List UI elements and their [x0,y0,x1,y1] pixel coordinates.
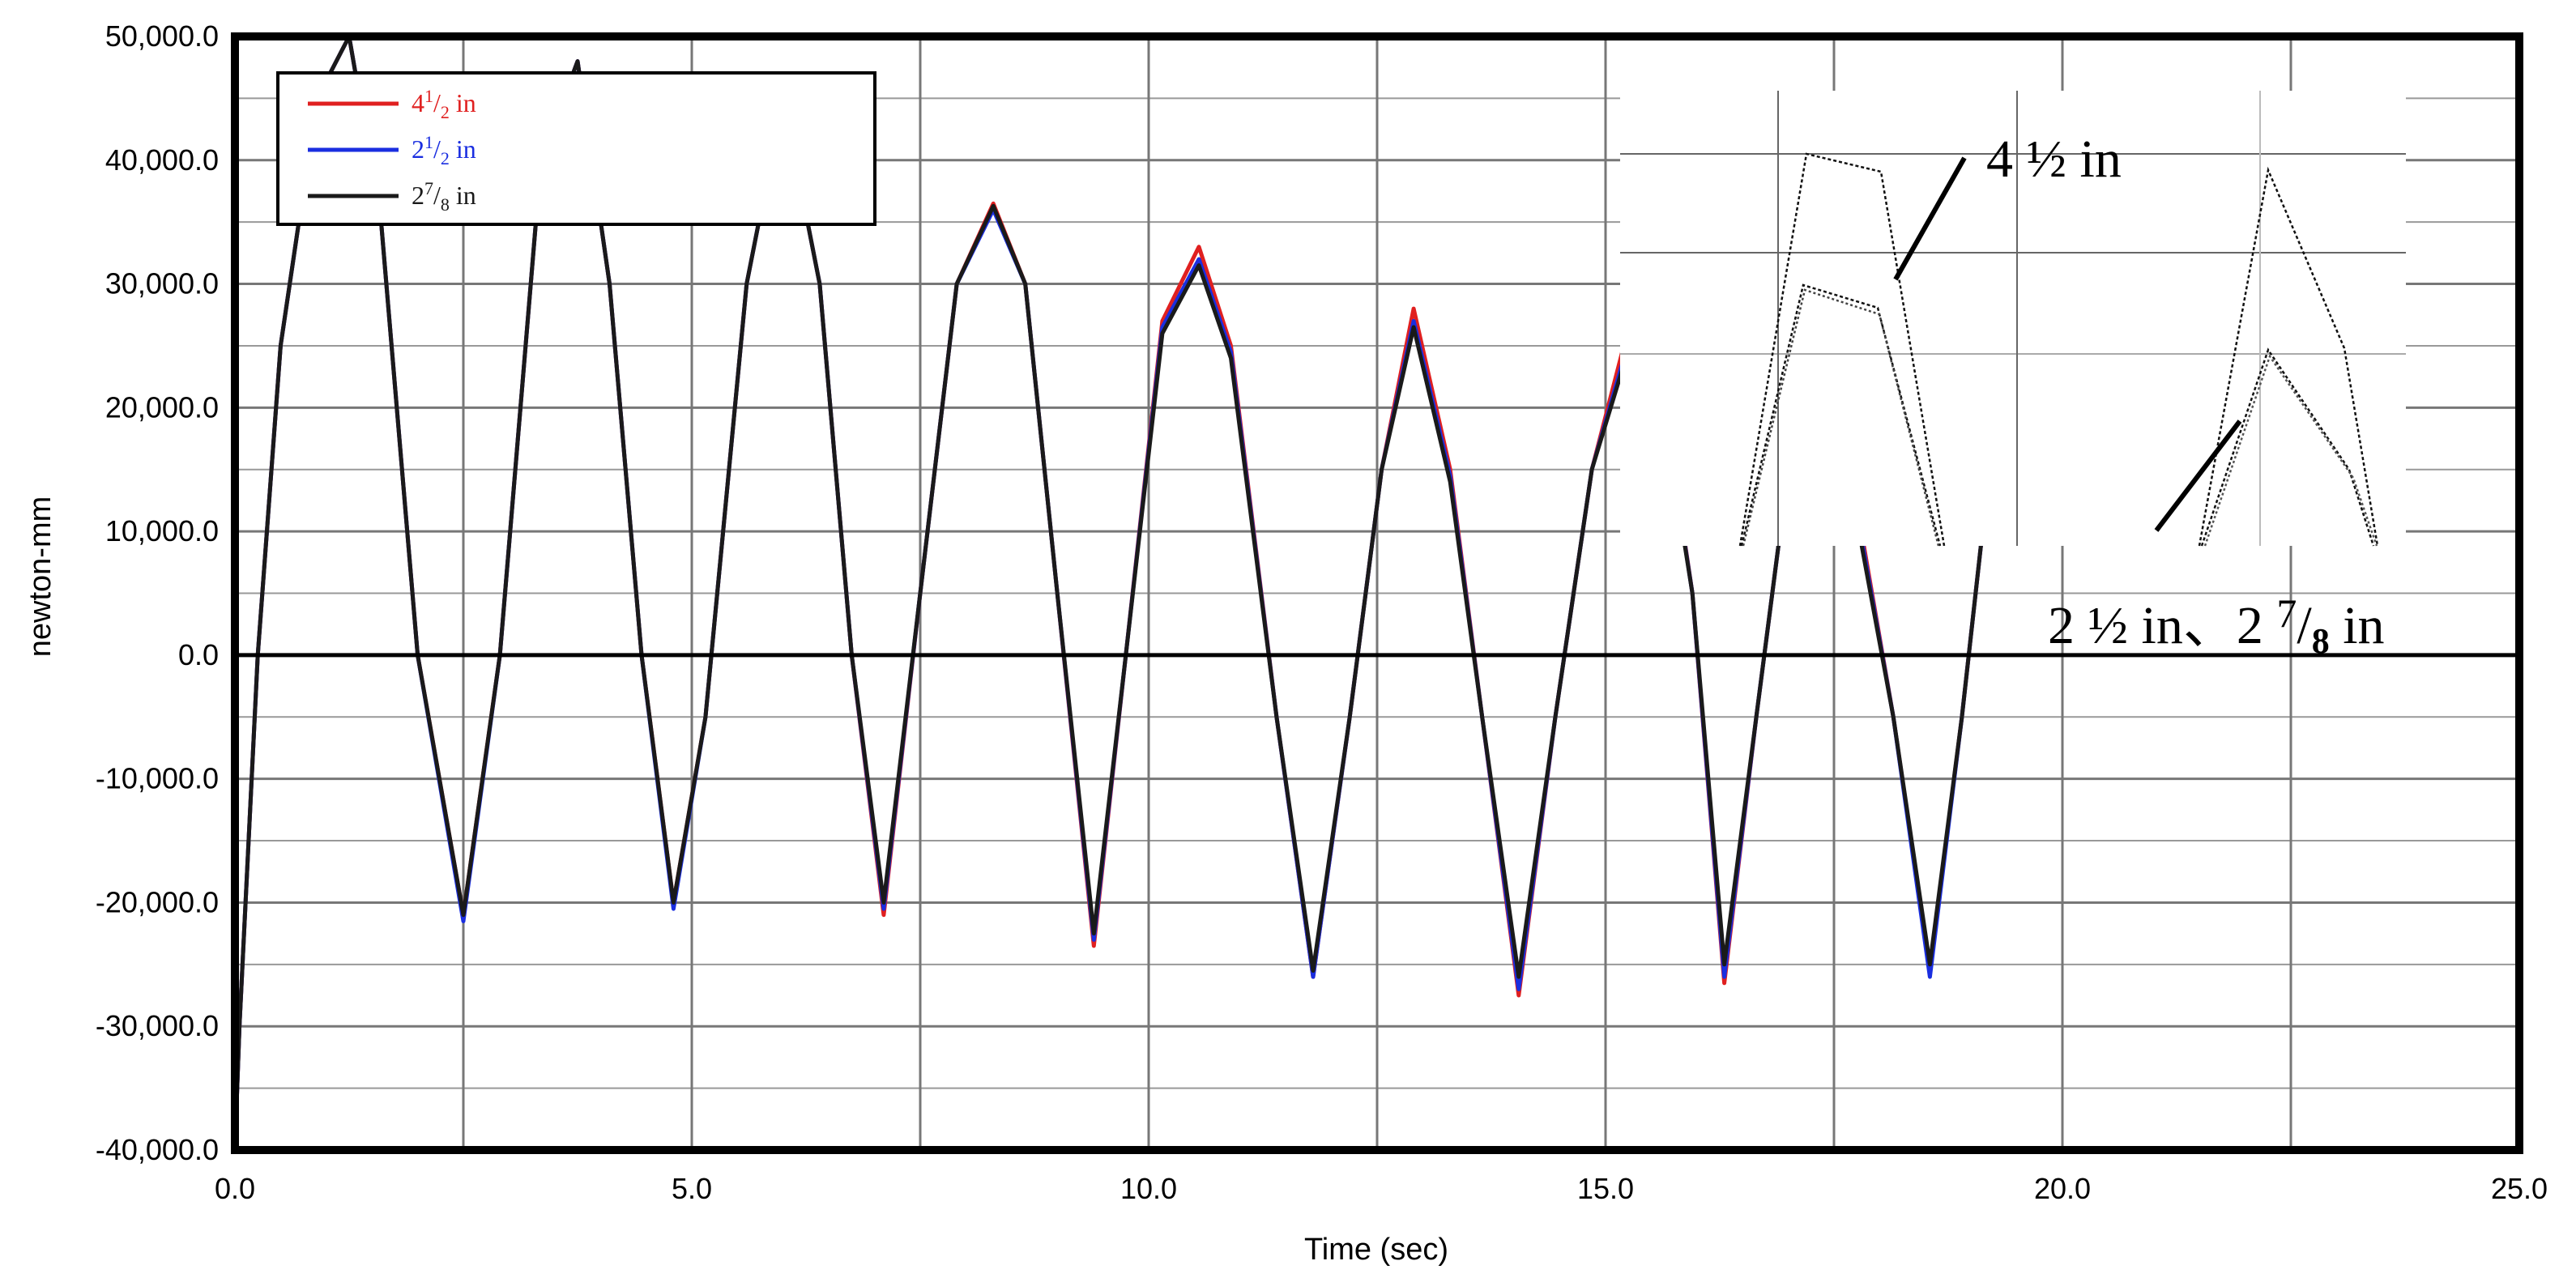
x-tick-label: 5.0 [672,1172,712,1205]
x-tick-label: 25.0 [2491,1172,2548,1205]
legend-label: 41/2 in [412,86,476,122]
legend-label: 27/8 in [412,178,476,215]
y-tick-label: 30,000.0 [105,267,219,300]
x-tick-label: 15.0 [1577,1172,1634,1205]
inset-trace-4-1-2 [2198,166,2379,547]
inset-trace-4-1-2 [1738,152,1946,547]
inset-trace-2-1-2 [2200,347,2375,547]
inset-trace-2-7-8 [2203,354,2378,547]
inset-background [1620,91,2406,546]
legend-label: 21/2 in [412,132,476,168]
y-tick-label: 0.0 [178,638,219,671]
annotation-2-1-2-in-2-7-8-in: 2 ½ in、2 7/8 in [2048,590,2385,661]
x-tick-label: 10.0 [1120,1172,1177,1205]
legend-box [276,71,876,226]
annotation-4-1-2-in: 4 ½ in [1986,130,2122,189]
legend: 41/2 in 21/2 in 27/8 in [276,71,876,226]
inset-trace-2-7-8 [1742,288,1940,547]
annotation-pointer [1893,156,1967,281]
zoom-inset [1620,91,2406,547]
annotation-pointer [2154,420,2242,532]
series-line-3 [232,34,1992,1151]
y-tick-label: -30,000.0 [96,1009,219,1042]
y-tick-label: 50,000.0 [105,19,219,53]
x-axis-ticks: 0.0 5.0 10.0 15.0 20.0 25.0 [215,1172,2548,1205]
y-tick-label: 40,000.0 [105,143,219,177]
y-tick-label: -40,000.0 [96,1133,219,1166]
plot-frame [231,32,2523,1154]
x-tick-label: 20.0 [2034,1172,2091,1205]
inset-trace-2-1-2 [1740,283,1942,547]
y-axis-ticks: 50,000.0 40,000.0 30,000.0 20,000.0 10,000.0… [96,19,219,1166]
y-tick-label: 10,000.0 [105,514,219,547]
y-tick-label: 20,000.0 [105,390,219,424]
y-axis-label: newton-mm [23,496,58,658]
x-tick-label: 0.0 [215,1172,255,1205]
y-tick-label: -10,000.0 [96,762,219,795]
series-lines [232,34,1992,1151]
y-tick-label: -20,000.0 [96,885,219,918]
x-axis-label: Time (sec) [1304,1233,1448,1267]
